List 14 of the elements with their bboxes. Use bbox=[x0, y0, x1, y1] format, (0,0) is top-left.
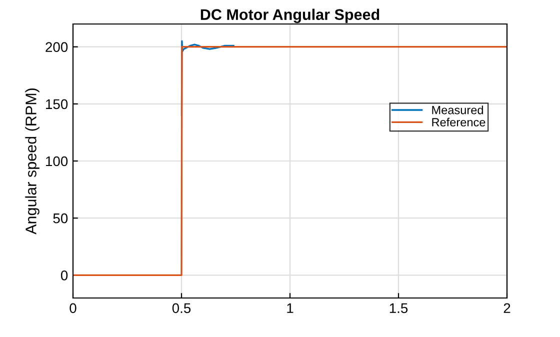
y-axis-title: Angular speed (RPM) bbox=[25, 88, 40, 234]
legend-label: Measured bbox=[432, 106, 483, 114]
y-tick-label: 50 bbox=[53, 213, 68, 224]
y-tick-label: 200 bbox=[46, 42, 68, 52]
x-tick-label: 2 bbox=[504, 303, 510, 313]
y-tick-label: 0 bbox=[60, 270, 68, 280]
chart-title: DC Motor Angular Speed bbox=[200, 8, 380, 24]
x-tick-label: 1 bbox=[287, 303, 294, 313]
x-tick-label: 0.5 bbox=[172, 303, 191, 314]
x-tick-label: 1.5 bbox=[390, 303, 408, 314]
x-tick-label: 0 bbox=[70, 303, 76, 314]
y-tick-label: 150 bbox=[46, 99, 68, 110]
y-tick-label: 100 bbox=[46, 156, 68, 166]
legend-label: Reference bbox=[432, 118, 486, 126]
